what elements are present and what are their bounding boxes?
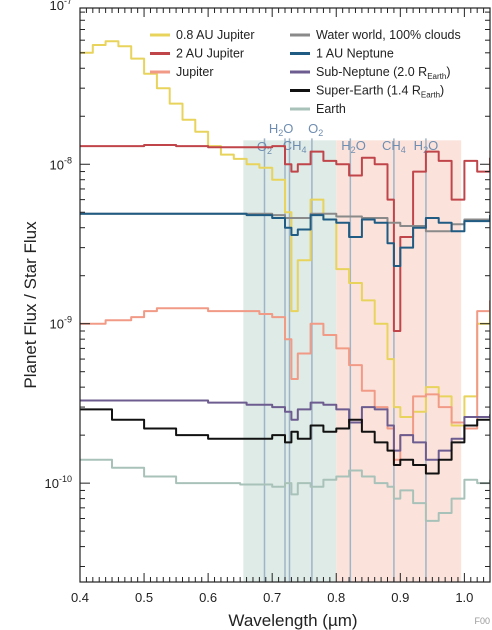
y-axis: 10-10 10-9 10-8 10-7	[45, 0, 490, 568]
feature-label: H2O	[414, 138, 439, 155]
x-tick-label: 0.7	[263, 590, 281, 605]
series-line	[80, 40, 490, 427]
y-tick-label: 10-9	[50, 315, 72, 332]
x-axis-title: Wavelength (µm)	[228, 611, 357, 630]
x-tick-label: 0.4	[71, 590, 89, 605]
series-line	[80, 144, 490, 332]
y-tick-label: 10-7	[50, 0, 72, 13]
feature-label: H2O	[341, 138, 366, 155]
legend-label: 2 AU Jupiter	[176, 47, 244, 61]
wavelength-band	[336, 140, 462, 583]
series-line	[80, 300, 490, 461]
y-tick-label: 10-8	[50, 155, 72, 172]
data-series	[80, 40, 490, 522]
y-axis-title: Planet Flux / Star Flux	[21, 221, 40, 389]
x-tick-label: 0.9	[391, 590, 409, 605]
x-tick-label: 0.5	[135, 590, 153, 605]
legend: 0.8 AU Jupiter 2 AU Jupiter Jupiter Water w…	[150, 28, 461, 116]
legend-label: 1 AU Neptune	[316, 47, 394, 61]
x-tick-label: 0.8	[327, 590, 345, 605]
series-line	[80, 399, 490, 461]
x-axis: 0.4 0.5 0.6 0.7 0.8 0.9 1.0	[71, 8, 491, 605]
series-line	[80, 408, 490, 475]
legend-label: Jupiter	[176, 65, 214, 79]
legend-label: Sub-Neptune (2.0 REarth)	[316, 65, 450, 81]
legend-label: Water world, 100% clouds	[316, 28, 461, 42]
x-tick-label: 0.6	[199, 590, 217, 605]
figure-code: F00	[474, 616, 490, 626]
feature-label: O2	[308, 121, 323, 138]
legend-label: Earth	[316, 102, 346, 116]
series-line	[80, 458, 490, 522]
legend-label: 0.8 AU Jupiter	[176, 28, 255, 42]
series-line	[80, 212, 490, 267]
feature-label: CH4	[382, 138, 406, 155]
x-tick-label: 1.0	[455, 590, 473, 605]
legend-label: Super-Earth (1.4 REarth)	[316, 84, 444, 100]
y-tick-label: 10-10	[45, 474, 72, 491]
feature-label: H2O	[269, 121, 294, 138]
feature-label: CH4	[283, 138, 307, 155]
